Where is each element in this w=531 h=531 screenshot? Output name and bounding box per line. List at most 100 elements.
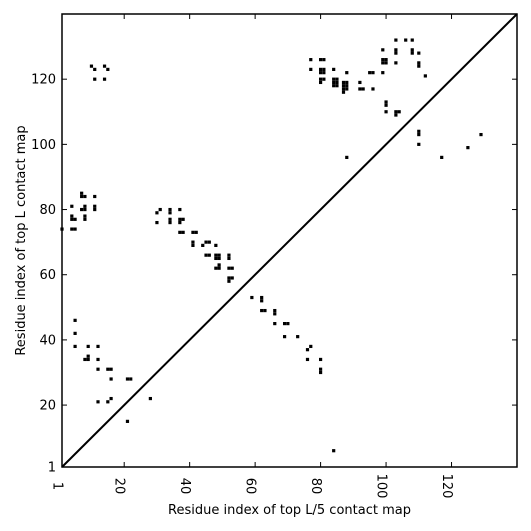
contact-point bbox=[384, 58, 388, 62]
contact-point bbox=[335, 77, 339, 81]
contact-point bbox=[394, 38, 398, 42]
contact-point bbox=[125, 419, 130, 423]
contact-point bbox=[341, 84, 346, 88]
contact-point bbox=[80, 194, 84, 199]
contact-point bbox=[73, 318, 77, 322]
x-tick-label: 100 bbox=[374, 474, 389, 499]
contact-point bbox=[384, 103, 388, 107]
contact-point bbox=[148, 396, 152, 401]
contact-point bbox=[368, 71, 372, 75]
contact-point bbox=[305, 348, 310, 352]
contact-point bbox=[479, 132, 483, 137]
contact-point bbox=[86, 354, 90, 358]
contact-point bbox=[286, 322, 290, 326]
contact-point bbox=[341, 80, 346, 85]
contact-point bbox=[96, 357, 100, 362]
contact-point bbox=[89, 64, 94, 68]
contact-point bbox=[260, 295, 264, 300]
contact-point bbox=[178, 217, 182, 221]
contact-point bbox=[191, 240, 195, 244]
contact-point bbox=[227, 256, 231, 261]
contact-point bbox=[361, 87, 365, 91]
contact-point bbox=[332, 77, 336, 81]
contact-point bbox=[181, 230, 185, 234]
contact-point bbox=[109, 396, 113, 401]
x-ticks: 1 20 40 60 80 100 120 bbox=[49, 14, 454, 498]
contact-point bbox=[181, 217, 185, 221]
contact-point bbox=[404, 38, 408, 42]
contact-point bbox=[106, 400, 110, 404]
contact-point bbox=[319, 357, 323, 362]
x-tick-label: 120 bbox=[439, 474, 454, 499]
contact-point bbox=[384, 100, 388, 104]
contact-point bbox=[260, 308, 264, 313]
contact-point bbox=[191, 230, 195, 234]
contact-point bbox=[83, 357, 87, 362]
contact-point bbox=[214, 253, 218, 257]
contact-point bbox=[381, 58, 385, 62]
contact-point bbox=[73, 217, 77, 221]
contact-point bbox=[371, 87, 375, 91]
contact-point bbox=[381, 48, 385, 52]
contact-point bbox=[341, 90, 346, 94]
contact-point bbox=[217, 253, 221, 257]
contact-point bbox=[109, 377, 113, 381]
contact-point bbox=[83, 207, 87, 212]
contact-point bbox=[106, 367, 110, 371]
contact-point bbox=[168, 211, 172, 215]
x-tick-label: 60 bbox=[243, 478, 258, 495]
contact-point bbox=[341, 87, 346, 91]
contact-point bbox=[394, 113, 398, 117]
contact-point bbox=[335, 80, 339, 85]
contact-point bbox=[207, 240, 211, 244]
contact-point bbox=[227, 253, 231, 257]
contact-point bbox=[371, 71, 375, 75]
x-axis-label: Residue index of top L/5 contact map bbox=[168, 503, 411, 518]
contact-point bbox=[230, 266, 234, 270]
contact-point bbox=[417, 61, 421, 65]
contact-point bbox=[394, 110, 398, 114]
contact-point bbox=[96, 344, 100, 349]
contact-point bbox=[191, 243, 195, 247]
contact-point bbox=[345, 80, 349, 85]
contact-point bbox=[93, 194, 97, 199]
contact-point bbox=[309, 58, 313, 62]
contact-point bbox=[397, 110, 401, 114]
contact-point bbox=[83, 194, 87, 199]
x-tick-label: 1 bbox=[49, 482, 64, 490]
contact-point bbox=[410, 38, 414, 42]
contact-point bbox=[319, 367, 323, 371]
contact-point bbox=[102, 64, 107, 68]
contact-point bbox=[158, 207, 162, 212]
contact-point bbox=[214, 256, 218, 261]
contact-point bbox=[168, 217, 172, 221]
y-tick-label: 20 bbox=[39, 399, 56, 414]
contact-point bbox=[80, 207, 84, 212]
contact-point bbox=[322, 67, 326, 71]
contact-point bbox=[83, 214, 87, 218]
contact-point bbox=[309, 344, 313, 349]
contact-point bbox=[358, 80, 362, 85]
contact-point bbox=[155, 211, 159, 215]
contact-point bbox=[410, 51, 414, 55]
contact-point bbox=[70, 227, 74, 231]
contact-point bbox=[227, 279, 231, 283]
contact-point bbox=[273, 322, 277, 326]
contact-point bbox=[296, 335, 300, 339]
x-tick-label: 40 bbox=[177, 478, 192, 495]
contact-point bbox=[227, 276, 231, 280]
contact-point bbox=[345, 84, 349, 88]
diagonal-line bbox=[61, 13, 518, 468]
contact-point bbox=[80, 191, 84, 195]
contact-point bbox=[319, 370, 323, 375]
contact-point bbox=[263, 308, 267, 313]
contact-point bbox=[109, 367, 113, 371]
contact-point bbox=[282, 322, 287, 326]
contact-point bbox=[217, 256, 221, 261]
contact-point bbox=[282, 335, 287, 339]
contact-point bbox=[106, 67, 110, 71]
contact-point bbox=[322, 77, 326, 81]
y-tick-label: 1 bbox=[48, 461, 56, 476]
contact-point bbox=[102, 77, 107, 81]
contact-point bbox=[417, 64, 421, 68]
